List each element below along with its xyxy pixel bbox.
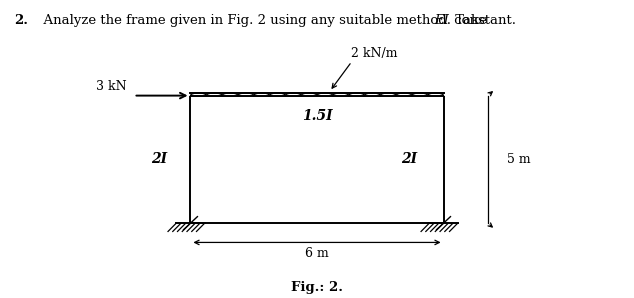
Text: 6 m: 6 m bbox=[305, 247, 329, 260]
Text: Fig.: 2.: Fig.: 2. bbox=[291, 281, 343, 294]
Text: EI: EI bbox=[434, 14, 449, 27]
Text: Analyze the frame given in Fig. 2 using any suitable method. Take: Analyze the frame given in Fig. 2 using … bbox=[36, 14, 491, 27]
Text: 2I: 2I bbox=[401, 152, 417, 166]
Text: 2 kN/m: 2 kN/m bbox=[351, 47, 397, 60]
Text: 3 kN: 3 kN bbox=[96, 80, 127, 93]
Text: 2.: 2. bbox=[15, 14, 29, 27]
Text: 5 m: 5 m bbox=[507, 153, 531, 166]
Text: constant.: constant. bbox=[450, 14, 516, 27]
Text: 1.5I: 1.5I bbox=[302, 109, 332, 123]
Text: 2I: 2I bbox=[151, 152, 167, 166]
